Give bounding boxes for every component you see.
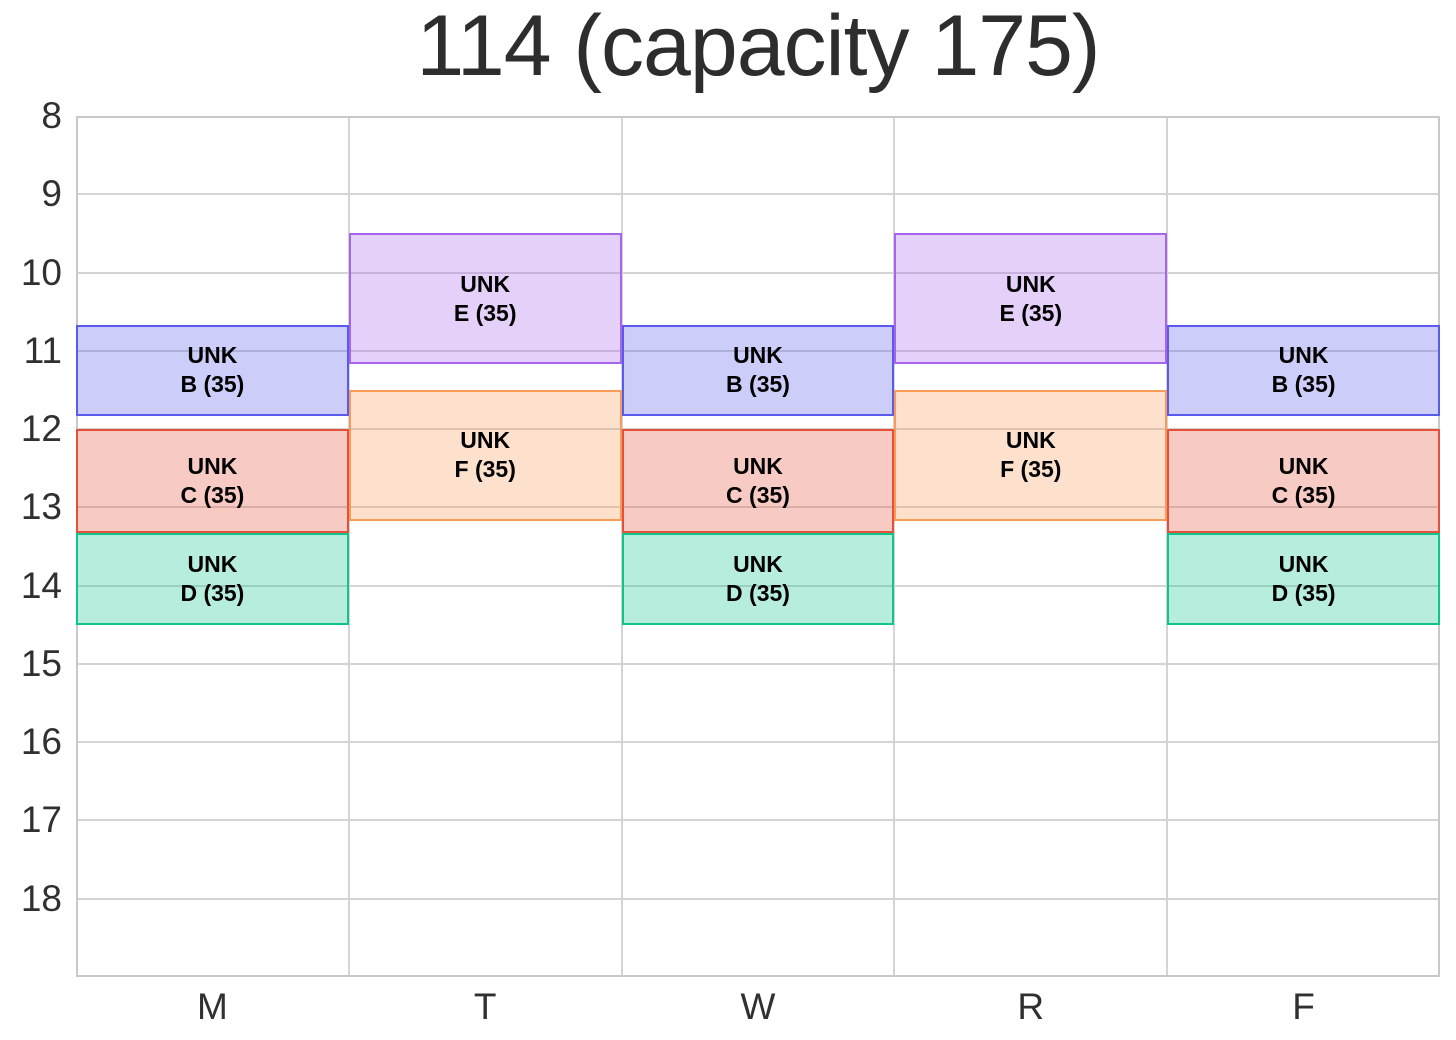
session-label-D-line1: UNK — [187, 550, 238, 577]
session-label-C-line1: UNK — [733, 453, 783, 480]
session-label-E-line2: E (35) — [999, 299, 1063, 326]
session-label-F-line1: UNK — [460, 427, 511, 454]
session-block-B-W: UNK B (35) — [621, 324, 895, 416]
h-gridline-9 — [76, 193, 1440, 196]
session-block-F-T: UNK F (35) — [348, 389, 622, 521]
session-label-D-line2: D (35) — [180, 579, 245, 606]
session-block-E-T: UNK E (35) — [348, 233, 622, 365]
y-tick-label-10: 10 — [20, 251, 62, 293]
v-gridline-1 — [347, 116, 350, 977]
session-label-C-line2: C (35) — [726, 482, 790, 509]
session-label-B-line2: B (35) — [726, 371, 790, 398]
session-block-D-W: UNK D (35) — [621, 533, 895, 625]
session-label-B-line2: B (35) — [180, 371, 245, 398]
h-gridline-17 — [76, 819, 1440, 822]
session-block-C-M: UNK C (35) — [76, 429, 349, 534]
y-tick-label-8: 8 — [41, 95, 62, 136]
session-label-D-line1: UNK — [733, 550, 783, 577]
session-label-E-line2: E (35) — [453, 299, 517, 326]
session-label-C-line1: UNK — [187, 453, 238, 480]
session-block-E-R: UNK E (35) — [894, 233, 1168, 365]
y-tick-label-15: 15 — [20, 642, 62, 684]
session-block-D-F: UNK D (35) — [1167, 533, 1440, 625]
session-label-D-line1: UNK — [1278, 550, 1329, 577]
h-gridline-18 — [76, 897, 1440, 900]
v-gridline-3 — [893, 116, 896, 977]
y-tick-label-13: 13 — [20, 486, 62, 528]
session-label-D-line2: D (35) — [1271, 579, 1336, 606]
x-tick-label-M: M — [196, 986, 228, 1027]
session-label-F-line1: UNK — [1005, 427, 1056, 454]
y-tick-label-12: 12 — [20, 408, 62, 450]
h-gridline-11 — [76, 349, 1440, 352]
x-tick-label-T: T — [473, 986, 497, 1027]
session-label-C-line1: UNK — [1278, 453, 1329, 480]
x-tick-label-F: F — [1292, 986, 1315, 1027]
session-label-F-line2: F (35) — [454, 456, 516, 483]
session-block-C-W: UNK C (35) — [621, 429, 895, 534]
session-label-B-line1: UNK — [733, 342, 783, 369]
session-block-D-M: UNK D (35) — [76, 533, 349, 625]
y-tick-label-9: 9 — [41, 173, 62, 215]
y-tick-label-17: 17 — [20, 799, 62, 841]
spine-bottom — [76, 975, 1440, 977]
x-tick-label-W: W — [740, 986, 776, 1027]
x-tick-label-R: R — [1017, 986, 1045, 1027]
session-label-F-line2: F (35) — [1000, 456, 1062, 483]
chart-title: 114 (capacity 175) — [416, 0, 1100, 94]
session-label-B-line1: UNK — [187, 342, 238, 369]
y-tick-label-18: 18 — [20, 877, 62, 919]
session-label-D-line2: D (35) — [726, 579, 790, 606]
y-tick-label-11: 11 — [23, 329, 62, 371]
session-label-B-line1: UNK — [1278, 342, 1329, 369]
session-label-B-line2: B (35) — [1271, 371, 1336, 398]
session-block-C-F: UNK C (35) — [1167, 429, 1440, 534]
h-gridline-13 — [76, 506, 1440, 509]
session-label-C-line2: C (35) — [1271, 482, 1336, 509]
session-label-C-line2: C (35) — [180, 482, 245, 509]
h-gridline-15 — [76, 662, 1440, 665]
session-block-B-F: UNK B (35) — [1167, 324, 1440, 416]
h-gridline-10 — [76, 271, 1440, 274]
y-tick-label-14: 14 — [20, 564, 62, 606]
session-label-E-line1: UNK — [460, 270, 511, 297]
session-label-E-line1: UNK — [1005, 270, 1056, 297]
y-tick-label-16: 16 — [20, 721, 62, 763]
plot-area: UNK B (35) UNK B (35) UNK B (35) UNK C (35) UNK C… — [76, 116, 1440, 977]
session-block-F-R: UNK F (35) — [894, 389, 1168, 521]
h-gridline-16 — [76, 741, 1440, 744]
h-gridline-14 — [76, 584, 1440, 587]
session-block-B-M: UNK B (35) — [76, 324, 349, 416]
spine-top — [76, 116, 1440, 118]
